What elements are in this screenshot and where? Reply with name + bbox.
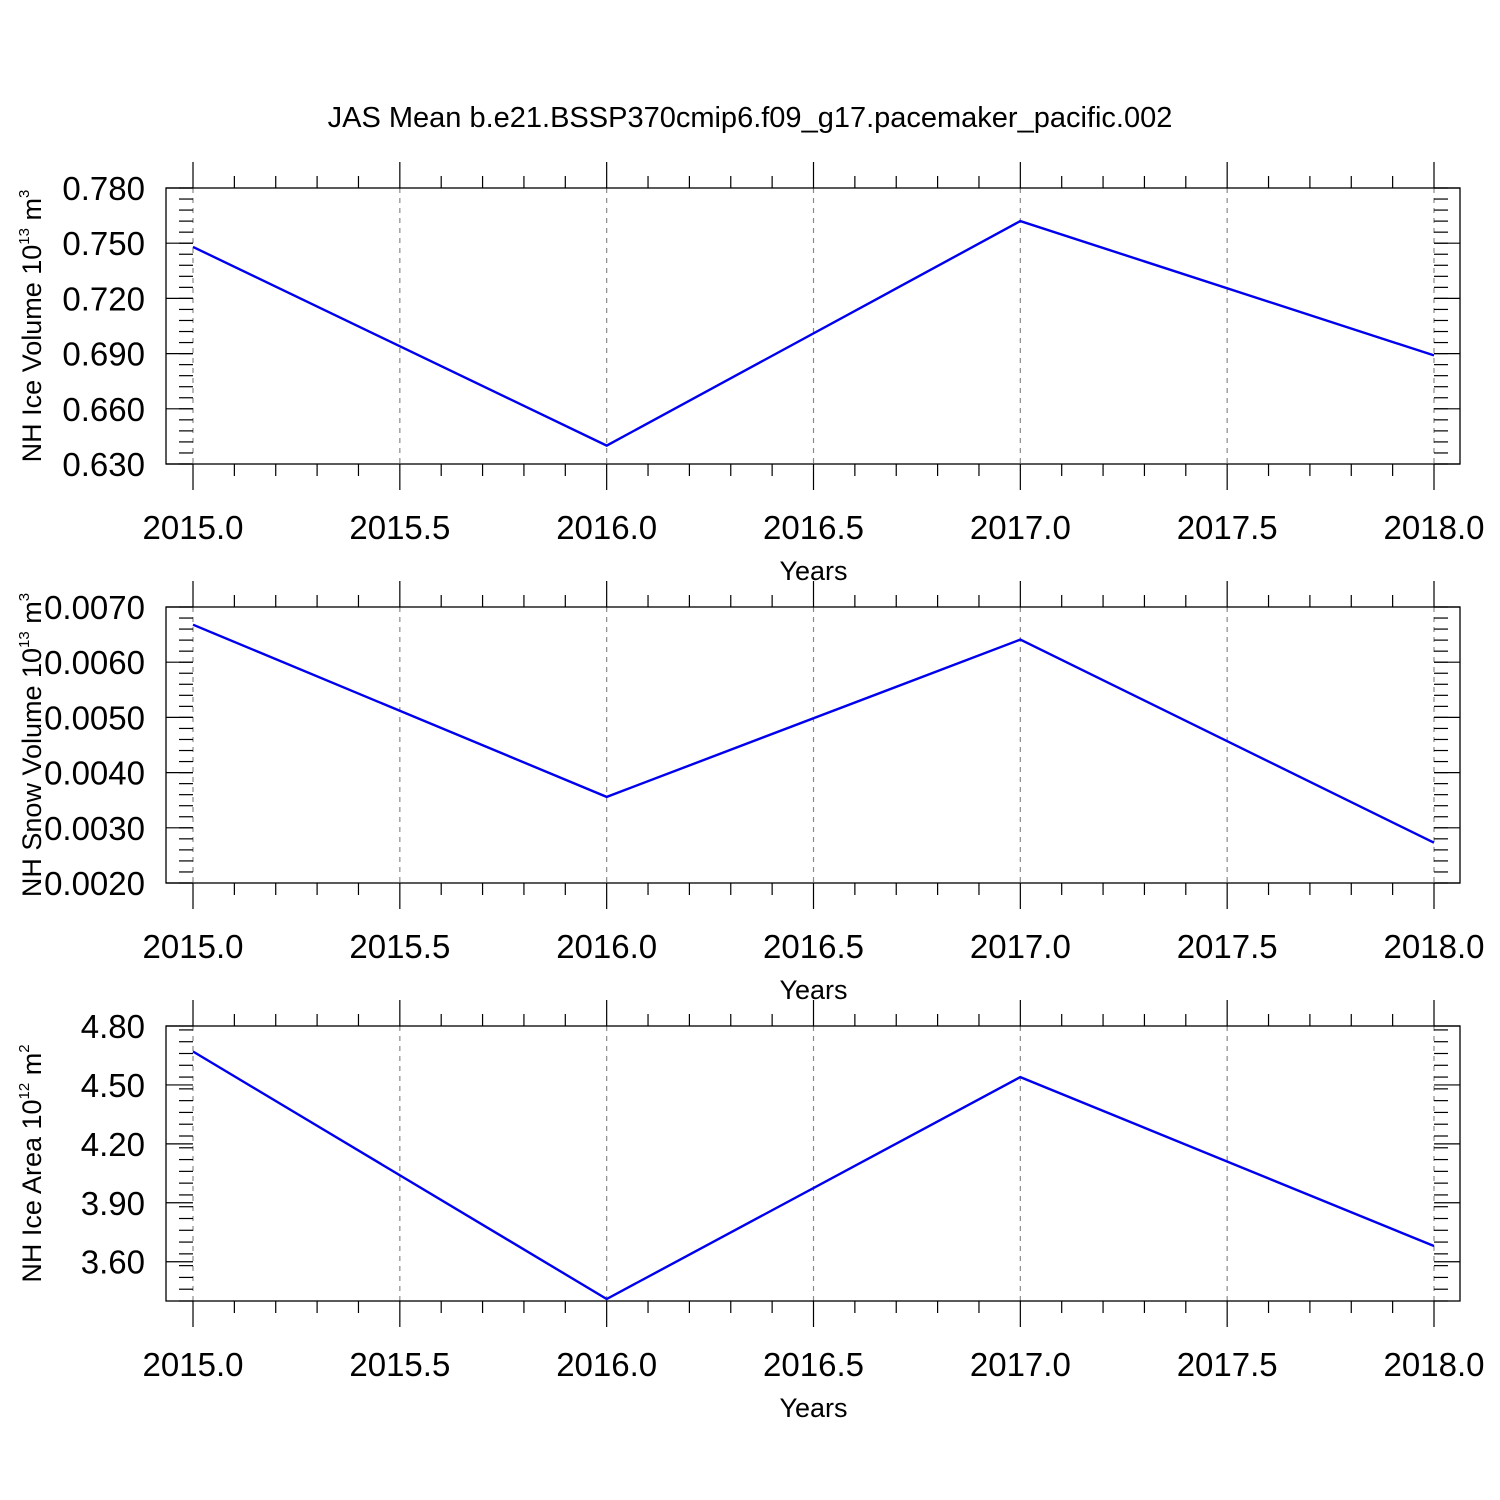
x-tick-label: 2017.5 [1177,928,1278,965]
x-tick-label: 2018.0 [1384,509,1485,546]
x-tick-label: 2015.5 [349,928,450,965]
x-tick-label: 2016.5 [763,509,864,546]
y-tick-label: 4.80 [81,1008,145,1045]
y-tick-label: 0.750 [62,225,145,262]
x-tick-label: 2015.0 [143,1346,244,1383]
y-tick-label: 0.630 [62,446,145,483]
x-tick-label: 2015.5 [349,509,450,546]
x-tick-label: 2018.0 [1384,1346,1485,1383]
series-line-snow-volume [192,623,1435,844]
x-axis-label: Years [779,1393,847,1423]
y-tick-label: 0.720 [62,280,145,317]
y-axis-label: NH Snow Volume 1013 m3 [16,593,47,897]
x-tick-label: 2017.0 [970,1346,1071,1383]
plot-frame [165,187,1461,465]
x-tick-label: 2015.0 [143,928,244,965]
x-tick-label: 2015.0 [143,509,244,546]
x-tick-label: 2017.5 [1177,1346,1278,1383]
y-tick-label: 3.90 [81,1185,145,1222]
x-tick-label: 2017.0 [970,928,1071,965]
x-tick-label: 2016.5 [763,1346,864,1383]
y-tick-label: 0.690 [62,336,145,373]
y-tick-label: 0.0070 [44,589,145,626]
x-tick-label: 2016.5 [763,928,864,965]
x-tick-label: 2017.5 [1177,509,1278,546]
panel-ice-area: 2015.0 2015.5 2016.0 2016.5 2017.0 2017.5 2018… [16,1000,1484,1423]
y-tick-label: 0.0020 [44,865,145,902]
y-tick-label: 3.60 [81,1244,145,1281]
x-tick-label: 2018.0 [1384,928,1485,965]
x-tick-label: 2015.5 [349,1346,450,1383]
y-tick-label: 0.780 [62,170,145,207]
x-tick-label: 2016.0 [556,928,657,965]
x-tick-label: 2016.0 [556,509,657,546]
y-tick-label: 0.660 [62,391,145,428]
series-line-ice-area [192,1050,1435,1301]
y-tick-label: 0.0060 [44,644,145,681]
x-tick-label: 2016.0 [556,1346,657,1383]
y-tick-label: 0.0030 [44,810,145,847]
plot-frame [165,606,1461,884]
y-axis-label: NH Ice Area 1012 m2 [16,1044,47,1282]
panel-ice-volume: 2015.0 2015.5 2016.0 2016.5 2017.0 2017.5 2018… [16,162,1484,586]
series-line-ice-volume [192,219,1435,447]
y-tick-label: 0.0040 [44,755,145,792]
x-tick-label: 2017.0 [970,509,1071,546]
y-axis-label: NH Ice Volume 1013 m3 [16,190,47,463]
plot-frame [165,1025,1461,1302]
y-tick-label: 4.50 [81,1067,145,1104]
figure-title: JAS Mean b.e21.BSSP370cmip6.f09_g17.pace… [328,102,1173,134]
y-tick-label: 0.0050 [44,699,145,736]
panel-snow-volume: 2015.0 2015.5 2016.0 2016.5 2017.0 2017.5 2018… [16,581,1484,1005]
y-tick-label: 4.20 [81,1126,145,1163]
